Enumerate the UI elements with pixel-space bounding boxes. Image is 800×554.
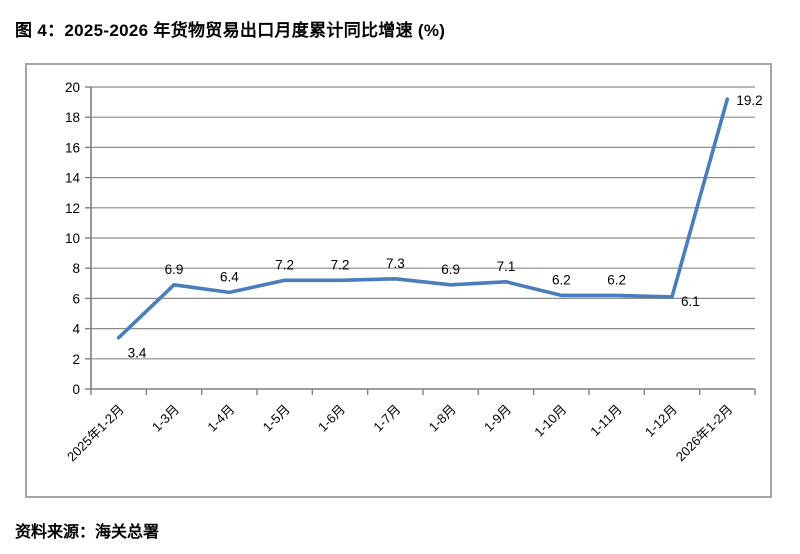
data-label: 6.1 bbox=[681, 294, 700, 309]
data-label: 6.4 bbox=[220, 269, 239, 284]
y-axis-label: 16 bbox=[65, 140, 80, 155]
x-axis-label: 1-12月 bbox=[642, 402, 680, 440]
data-label: 6.9 bbox=[441, 262, 460, 277]
figure-title: 图 4：2025-2026 年货物贸易出口月度累计同比增速 (%) bbox=[15, 21, 446, 40]
line-series bbox=[116, 97, 730, 340]
y-axis-label: 2 bbox=[72, 352, 80, 367]
data-label: 3.4 bbox=[128, 346, 147, 361]
x-axis-label: 1-9月 bbox=[481, 402, 514, 435]
y-axis-label: 14 bbox=[65, 171, 81, 186]
y-axis-label: 10 bbox=[65, 231, 80, 246]
data-label: 7.1 bbox=[497, 259, 516, 274]
x-axis-label: 1-5月 bbox=[260, 402, 293, 435]
x-axis-label: 2026年1-2月 bbox=[673, 402, 736, 465]
x-axis-label: 1-10月 bbox=[531, 402, 569, 440]
x-axis-label: 1-4月 bbox=[204, 402, 237, 435]
x-axis-label: 1-6月 bbox=[315, 402, 348, 435]
x-axis-label: 1-8月 bbox=[426, 402, 459, 435]
y-axis-label: 0 bbox=[72, 382, 80, 397]
x-axis-label: 1-3月 bbox=[149, 402, 182, 435]
y-axis-label: 8 bbox=[72, 261, 80, 276]
chart-container: 0 2 4 6 8 10 12 14 16 18 20 2025年1-2月 1-3月 1-4月 1-5月 1-… bbox=[25, 63, 772, 498]
data-label: 6.2 bbox=[607, 272, 626, 287]
data-label: 7.2 bbox=[331, 257, 350, 272]
y-axis-label: 6 bbox=[72, 291, 80, 306]
y-axis-label: 20 bbox=[65, 80, 80, 95]
data-label: 7.2 bbox=[275, 257, 294, 272]
y-axis-label: 12 bbox=[65, 201, 80, 216]
data-label: 6.2 bbox=[552, 272, 571, 287]
y-axis-label: 4 bbox=[72, 322, 80, 337]
x-axis-label: 1-7月 bbox=[370, 402, 403, 435]
source-note: 资料来源：海关总署 bbox=[15, 524, 160, 541]
data-label: 7.3 bbox=[386, 256, 405, 271]
data-label: 6.9 bbox=[165, 262, 184, 277]
x-axis-label: 1-11月 bbox=[587, 402, 625, 440]
line-chart: 0 2 4 6 8 10 12 14 16 18 20 2025年1-2月 1-3月 1-4月 1-5月 1-… bbox=[64, 80, 763, 465]
x-axis-label: 2025年1-2月 bbox=[64, 402, 127, 465]
data-label: 19.2 bbox=[736, 93, 762, 108]
y-axis-label: 18 bbox=[65, 110, 80, 125]
